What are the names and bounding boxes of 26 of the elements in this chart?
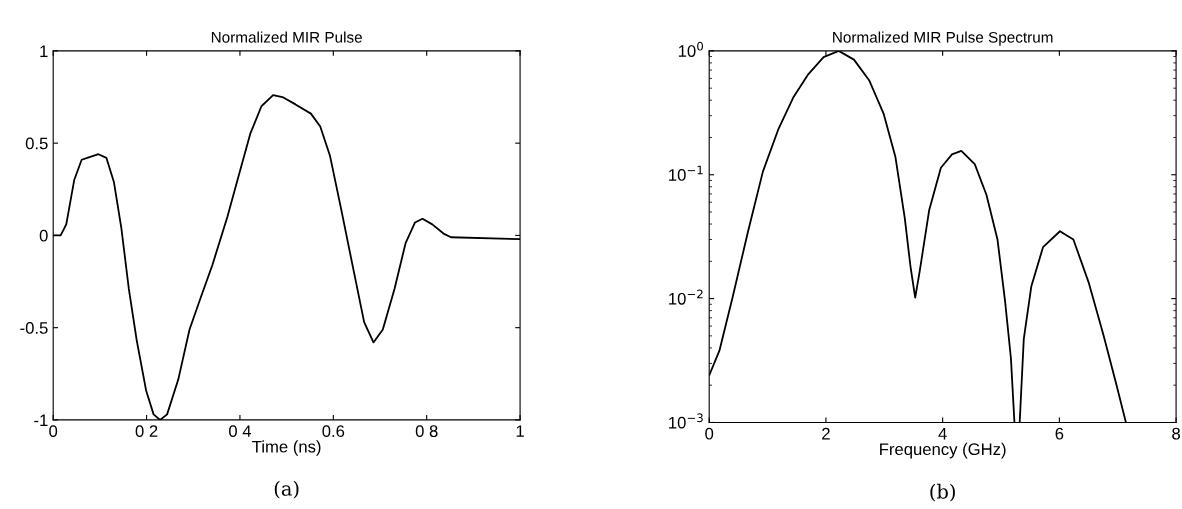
- x-tick-label: 0 2: [135, 425, 158, 438]
- text: (a): [274, 480, 299, 499]
- x-tick-label: 8: [1172, 427, 1180, 440]
- text: (b): [930, 483, 955, 502]
- x-axis-title: Time (ns): [252, 440, 321, 456]
- chart-title: Normalized MIR Pulse: [211, 31, 362, 43]
- y-tick-label: -0.5: [20, 322, 48, 334]
- x-tick-label: 1: [516, 425, 524, 437]
- y-tick-label: 10$^{−1}$: [669, 165, 703, 181]
- x-axis-title: Frequency (GHz): [880, 442, 1006, 459]
- x-tick-label: 6: [1055, 427, 1064, 440]
- y-tick-label: 10$^{0}$: [678, 41, 704, 57]
- chart-title: Normalized MIR Pulse Spectrum: [833, 31, 1053, 46]
- x-tick-label: 0 4: [229, 425, 252, 438]
- x-tick-label: 0.6: [322, 425, 345, 438]
- x-tick-label: 4: [938, 427, 947, 440]
- y-tick-label: 10$^{−2}$: [669, 289, 703, 305]
- x-tick-label: 0: [705, 427, 714, 440]
- y-tick-label: -1: [34, 414, 48, 426]
- y-tick-label: 0.5: [25, 137, 48, 150]
- y-tick-label: 1: [40, 45, 48, 57]
- x-tick-label: 2: [822, 427, 830, 440]
- x-tick-label: 0 8: [415, 425, 438, 438]
- x-tick-label: 0: [49, 425, 58, 438]
- y-tick-label: 0: [39, 229, 48, 242]
- y-tick-label: 10$^{−3}$: [669, 413, 703, 429]
